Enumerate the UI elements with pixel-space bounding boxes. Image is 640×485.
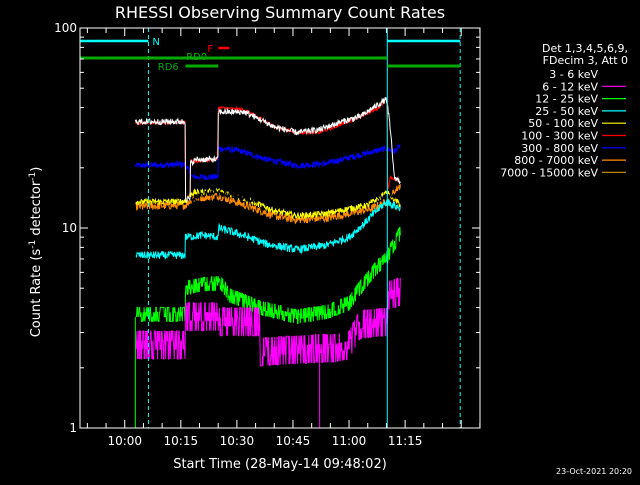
series-layer xyxy=(134,97,401,428)
legend-label-5: 100 - 300 keV xyxy=(521,130,598,143)
legend-header-1: FDecim 3, Att 0 xyxy=(543,54,628,67)
night-label-0: N xyxy=(152,37,159,48)
series-25-50keV xyxy=(135,198,401,260)
axes-layer: 1 10 100 10:00 10:15 10:30 10:45 11:00 11:15 xyxy=(54,21,481,448)
legend-label-2: 12 - 25 keV xyxy=(535,93,598,106)
x-tick-label: 11:00 xyxy=(332,434,367,448)
footer-date: 23-Oct-2021 20:20 xyxy=(556,467,632,476)
flare-flag-label: F xyxy=(207,44,213,55)
y-axis-label-sup1: -1 xyxy=(28,240,38,249)
rd6-label: RD6 xyxy=(158,62,179,73)
x-tick-label: 10:30 xyxy=(220,434,255,448)
rd0-label: RD0 xyxy=(186,52,207,63)
legend-label-6: 300 - 800 keV xyxy=(521,142,598,155)
y-axis-label-main: Count Rate (s xyxy=(29,249,44,338)
x-tick-label: 10:00 xyxy=(107,434,142,448)
series-3-6keV xyxy=(134,97,401,202)
series-12-25keV xyxy=(136,226,401,325)
y-axis-label-mid: detector xyxy=(29,180,44,240)
x-tick-label: 10:45 xyxy=(276,434,311,448)
y-axis-label-end: ) xyxy=(29,167,44,172)
legend-label-7: 800 - 7000 keV xyxy=(514,154,598,167)
y-tick-label: 10 xyxy=(62,221,77,235)
y-tick-label: 1 xyxy=(69,421,77,435)
legend-header-0: Det 1,3,4,5,6,9, xyxy=(542,42,628,55)
legend-label-4: 50 - 100 keV xyxy=(528,117,598,130)
series-300-800keV xyxy=(134,143,401,182)
x-tick-label: 11:15 xyxy=(388,434,423,448)
y-axis-label-sup2: -1 xyxy=(28,172,38,181)
y-axis-label: Count Rate (s-1 detector-1) xyxy=(28,167,44,338)
x-tick-label: 10:15 xyxy=(164,434,199,448)
series-50-100keV xyxy=(135,187,401,220)
x-axis-label: Start Time (28-May-14 09:48:02) xyxy=(173,457,387,472)
legend-label-8: 7000 - 15000 keV xyxy=(500,166,598,179)
legend-label-0: 3 - 6 keV xyxy=(549,68,598,81)
legend: Det 1,3,4,5,6,9,FDecim 3, Att 03 - 6 keV… xyxy=(500,42,628,179)
legend-label-1: 6 - 12 keV xyxy=(542,80,598,93)
series-6-12keV xyxy=(135,277,401,367)
y-tick-label: 100 xyxy=(54,21,77,35)
chart-title: RHESSI Observing Summary Count Rates xyxy=(115,3,445,22)
legend-label-3: 25 - 50 keV xyxy=(535,105,598,118)
series-3-6keV-dark xyxy=(134,189,401,205)
